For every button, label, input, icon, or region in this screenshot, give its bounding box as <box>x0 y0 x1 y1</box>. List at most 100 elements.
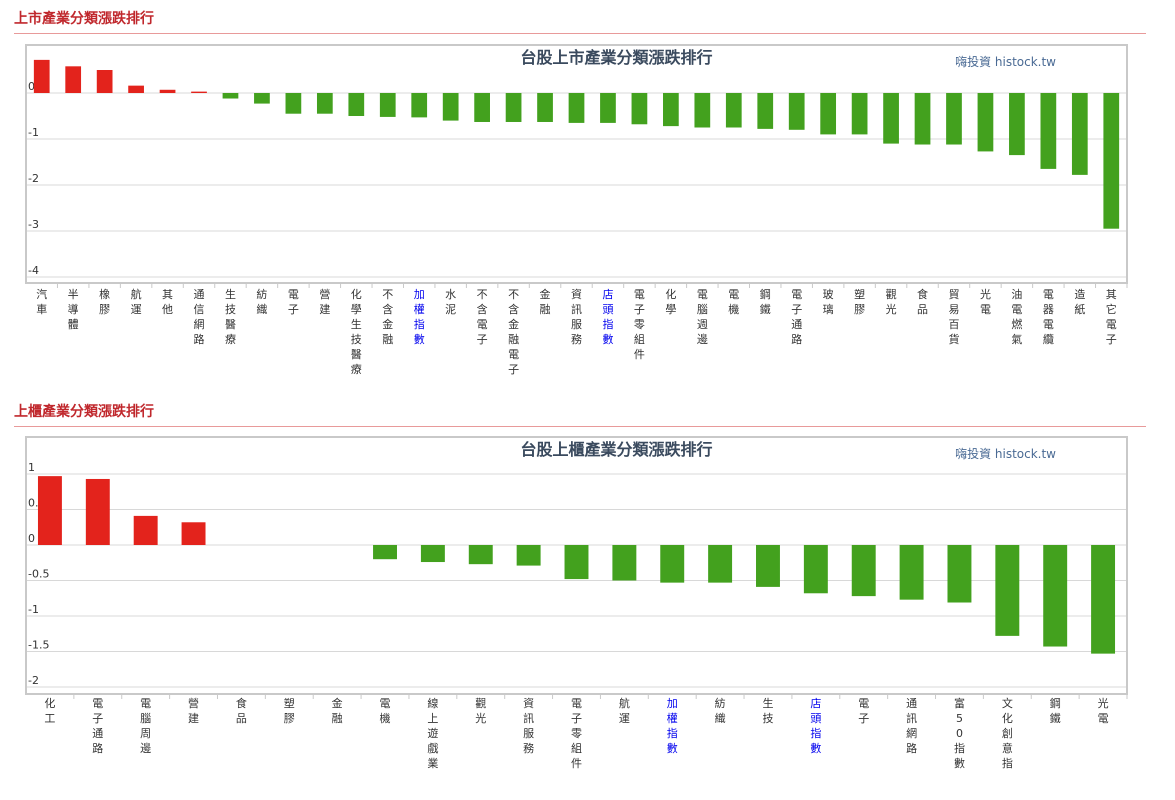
bar-生技[interactable] <box>756 545 780 587</box>
bar-半導體[interactable] <box>65 66 82 93</box>
bar-營建[interactable] <box>316 93 333 114</box>
bar-電機[interactable] <box>373 545 397 560</box>
bar-電機[interactable] <box>725 93 742 128</box>
bar-食品[interactable] <box>914 93 931 145</box>
bar-航運[interactable] <box>128 85 144 93</box>
category-label: 電器電纜 <box>1043 288 1054 346</box>
y-tick-label: -2 <box>28 674 39 687</box>
listed-section-divider <box>14 33 1146 34</box>
bar-觀光[interactable] <box>468 545 493 565</box>
bar-貿易百貨[interactable] <box>946 93 962 145</box>
category-label: 其他 <box>162 288 173 316</box>
category-label: 化學生技醫療 <box>351 287 362 376</box>
bar-資訊服務[interactable] <box>568 93 585 123</box>
bar-油電燃氣[interactable] <box>1009 93 1025 156</box>
bar-其他[interactable] <box>159 89 176 93</box>
category-label: 不含金融 <box>382 288 393 346</box>
category-label: 電子通路 <box>92 697 103 755</box>
bar-光電[interactable] <box>977 93 994 152</box>
bar-富50指數[interactable] <box>947 545 972 603</box>
listed-section-heading: 上市產業分類漲跌排行 <box>14 11 154 27</box>
bar-電子[interactable] <box>285 93 302 114</box>
bar-鋼鐵[interactable] <box>1043 545 1068 647</box>
bar-文化創意指[interactable] <box>995 545 1020 636</box>
bar-店頭指數[interactable] <box>803 545 828 594</box>
bar-觀光[interactable] <box>883 93 899 144</box>
bar-汽車[interactable] <box>33 59 50 93</box>
category-label: 店頭指數 <box>810 696 821 755</box>
bar-電子通路[interactable] <box>85 478 110 545</box>
bar-金融[interactable] <box>537 93 553 122</box>
bar-電器電纜[interactable] <box>1040 93 1057 169</box>
bar-生技醫療[interactable] <box>222 93 239 99</box>
bar-橡膠[interactable] <box>96 70 113 93</box>
category-label: 航運 <box>131 287 142 316</box>
bar-電子零組件[interactable] <box>564 545 589 580</box>
category-label: 資訊服務 <box>523 697 534 755</box>
bar-電子通路[interactable] <box>788 93 805 130</box>
bar-塑膠[interactable] <box>851 93 868 135</box>
y-tick-label: 0 <box>28 80 35 93</box>
category-label: 營建 <box>319 288 330 316</box>
y-tick-label: -3 <box>28 218 39 231</box>
category-label: 紡織 <box>256 287 267 316</box>
category-label: 其它電子 <box>1106 288 1117 346</box>
category-label: 鋼鐵 <box>1050 696 1061 725</box>
chart-title: 台股上櫃產業分類漲跌排行 <box>520 440 712 459</box>
category-label: 電子 <box>858 697 869 725</box>
category-label: 食品 <box>917 287 928 316</box>
bar-加權指數[interactable] <box>411 93 428 118</box>
bar-加權指數[interactable] <box>660 545 685 583</box>
category-label: 電子零組件 <box>571 697 582 770</box>
category-label: 電子零組件 <box>634 288 645 361</box>
category-label: 造紙 <box>1074 287 1085 316</box>
category-label: 金融 <box>540 287 551 316</box>
category-label: 觀光 <box>475 697 486 725</box>
y-tick-label: 1 <box>28 461 35 474</box>
bar-水泥[interactable] <box>442 93 459 121</box>
bar-光電[interactable] <box>1091 545 1116 654</box>
watermark: 嗨投資 histock.tw <box>955 446 1056 461</box>
category-label: 電子 <box>288 288 299 316</box>
category-label: 不含電子 <box>477 288 488 346</box>
bar-紡織[interactable] <box>254 93 270 104</box>
bar-航運[interactable] <box>612 545 637 581</box>
category-label: 營建 <box>188 697 199 725</box>
y-tick-label: -0.5 <box>28 568 49 581</box>
bar-電腦週邊[interactable] <box>694 93 711 128</box>
bar-不含金融[interactable] <box>379 93 396 117</box>
bar-資訊服務[interactable] <box>516 545 541 566</box>
y-tick-label: -4 <box>28 264 39 277</box>
category-label: 航運 <box>619 696 630 725</box>
bar-鋼鐵[interactable] <box>757 93 774 129</box>
bar-化學生技醫療[interactable] <box>348 93 365 116</box>
category-label: 加權指數 <box>667 697 678 755</box>
bar-化學[interactable] <box>663 93 679 127</box>
y-tick-label: -2 <box>28 172 39 185</box>
bar-其它電子[interactable] <box>1103 93 1120 229</box>
category-label: 資訊服務 <box>571 288 582 346</box>
category-label: 橡膠 <box>99 288 110 316</box>
y-tick-label: -1 <box>28 126 39 139</box>
category-label: 店頭指數 <box>602 287 613 346</box>
bar-造紙[interactable] <box>1071 93 1088 175</box>
bar-玻璃[interactable] <box>820 93 837 135</box>
bar-店頭指數[interactable] <box>600 93 616 123</box>
category-label: 塑膠 <box>854 287 865 316</box>
bar-通訊網路[interactable] <box>899 545 924 600</box>
category-label: 玻璃 <box>823 288 834 316</box>
category-label: 貿易百貨 <box>948 288 959 346</box>
category-label: 電子通路 <box>791 288 802 346</box>
bar-營建[interactable] <box>181 522 206 545</box>
bar-通信網路[interactable] <box>191 91 207 93</box>
bar-電腦周邊[interactable] <box>133 515 158 545</box>
category-label: 紡織 <box>715 696 726 725</box>
bar-不含金融電子[interactable] <box>505 93 522 122</box>
bar-電子零組件[interactable] <box>631 93 648 125</box>
bar-化工[interactable] <box>37 476 62 545</box>
bar-紡織[interactable] <box>708 545 733 583</box>
bar-不含電子[interactable] <box>474 93 490 122</box>
bar-電子[interactable] <box>851 545 876 597</box>
bar-線上遊戲業[interactable] <box>420 545 445 563</box>
